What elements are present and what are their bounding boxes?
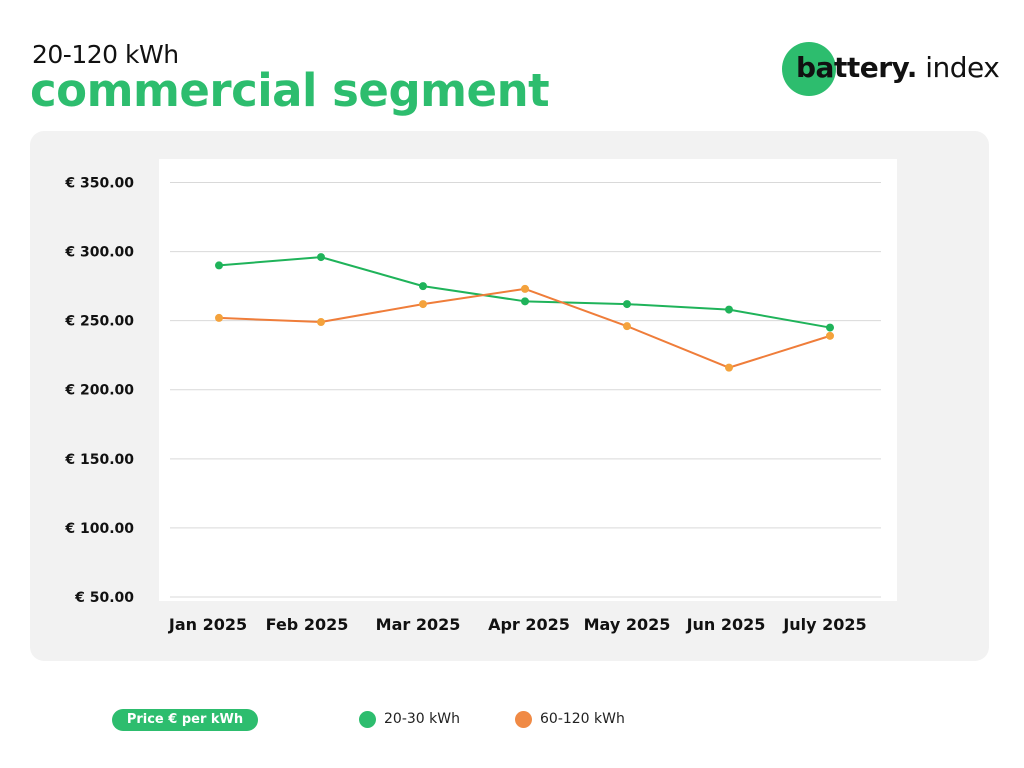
data-point [826,331,834,340]
data-point [215,313,223,322]
data-point [623,300,631,309]
series-markers [215,253,834,372]
x-tick-label: July 2025 [782,615,866,634]
data-point [215,261,223,270]
data-point [317,318,325,327]
page-subtitle: 20-120 kWh [32,40,179,69]
plot-area [159,159,897,601]
x-tick-label: May 2025 [584,615,671,634]
legend: Price € per kWh 20-30 kWh 60-120 kWh [0,700,1024,740]
line-chart: € 50.00 € 100.00 € 150.00 € 200.00 € 250.00 €… [64,159,897,634]
x-tick-label: Jan 2025 [168,615,247,634]
y-tick-label: € 250.00 [64,314,134,330]
data-point [419,282,427,291]
x-axis-ticks: Jan 2025 Feb 2025 Mar 2025 Apr 2025 May 2025… [168,615,867,634]
legend-dot-icon [359,711,376,728]
x-tick-label: Jun 2025 [686,615,766,634]
data-point [419,300,427,309]
page-title: commercial segment [30,64,550,117]
data-point [521,297,529,306]
y-tick-label: € 100.00 [64,521,134,537]
data-point [725,363,733,372]
brand-logo: battery. index [782,42,1012,98]
legend-label: 20-30 kWh [384,711,460,727]
data-point [725,305,733,314]
legend-label: 60-120 kWh [540,711,625,727]
y-axis-ticks: € 50.00 € 100.00 € 150.00 € 200.00 € 250.00 €… [64,175,134,606]
logo-text: battery. index [796,51,1000,84]
x-tick-label: Feb 2025 [266,615,349,634]
y-tick-label: € 350.00 [64,175,134,191]
data-point [623,322,631,331]
x-tick-label: Apr 2025 [488,615,570,634]
y-tick-label: € 300.00 [64,245,134,261]
y-tick-label: € 150.00 [64,452,134,468]
x-tick-label: Mar 2025 [376,615,461,634]
logo-text-bold: battery. [796,51,917,84]
data-point [826,323,834,332]
y-tick-label: € 50.00 [74,590,134,606]
chart-panel: € 50.00 € 100.00 € 150.00 € 200.00 € 250.00 €… [30,131,989,661]
data-point [317,253,325,262]
y-tick-label: € 200.00 [64,383,134,399]
legend-dot-icon [515,711,532,728]
logo-text-light: index [916,51,1000,84]
logo-circle [782,42,836,96]
data-point [521,284,529,293]
legend-pill: Price € per kWh [112,709,258,731]
